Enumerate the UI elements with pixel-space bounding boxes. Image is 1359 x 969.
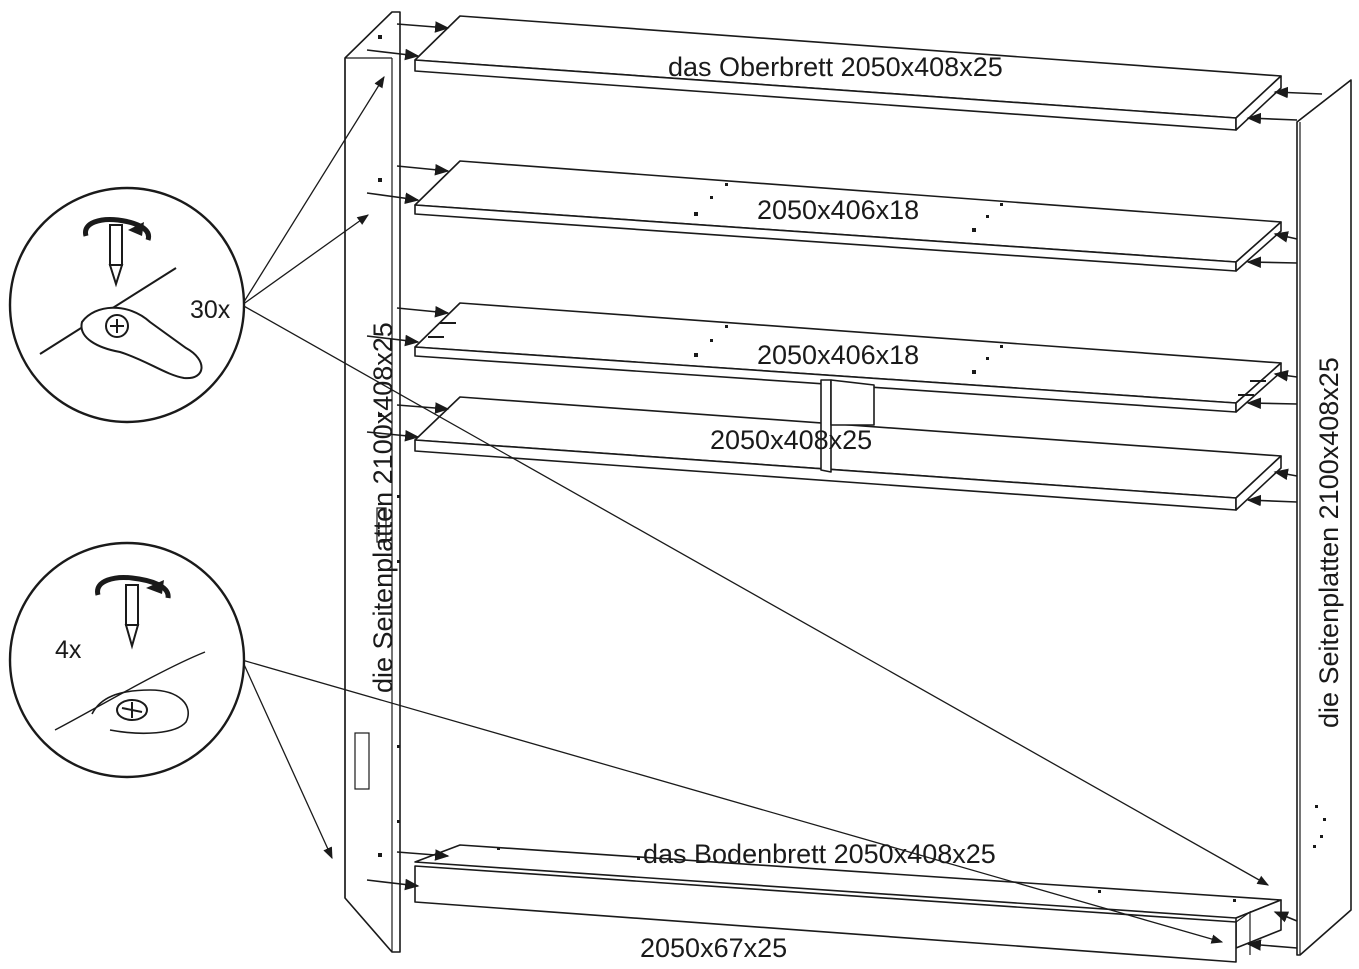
cam-lock-count: 30x [190, 296, 231, 324]
screwdriver-screw-icon [95, 575, 171, 650]
shelf-1-label: 2050x406x18 [757, 195, 919, 225]
part-labels: das Oberbrett 2050x408x25 2050x406x18 20… [368, 52, 1344, 963]
detail-pointer-lines [241, 76, 1270, 944]
screw-detail: 4x [8, 541, 246, 779]
screw-count: 4x [55, 636, 82, 664]
left-dowel-arrows [366, 21, 450, 891]
shelf-2-label: 2050x406x18 [757, 340, 919, 370]
right-side-panel [1296, 79, 1352, 956]
shelf-1 [414, 160, 1282, 272]
middle-board-label: 2050x408x25 [710, 425, 872, 455]
left-side-label: die Seitenplatten 2100x408x25 [368, 322, 398, 693]
cam-lock-detail: 30x [8, 186, 246, 424]
left-side-panel [344, 11, 401, 953]
plinth-label: 2050x67x25 [640, 933, 787, 963]
right-dowel-arrows [1246, 86, 1323, 951]
bottom-board-label: das Bodenbrett 2050x408x25 [643, 839, 996, 869]
middle-board [414, 379, 1282, 511]
right-side-label: die Seitenplatten 2100x408x25 [1314, 357, 1344, 728]
screwdriver-cam-lock-icon [83, 217, 151, 288]
top-board-label: das Oberbrett 2050x408x25 [668, 52, 1003, 82]
